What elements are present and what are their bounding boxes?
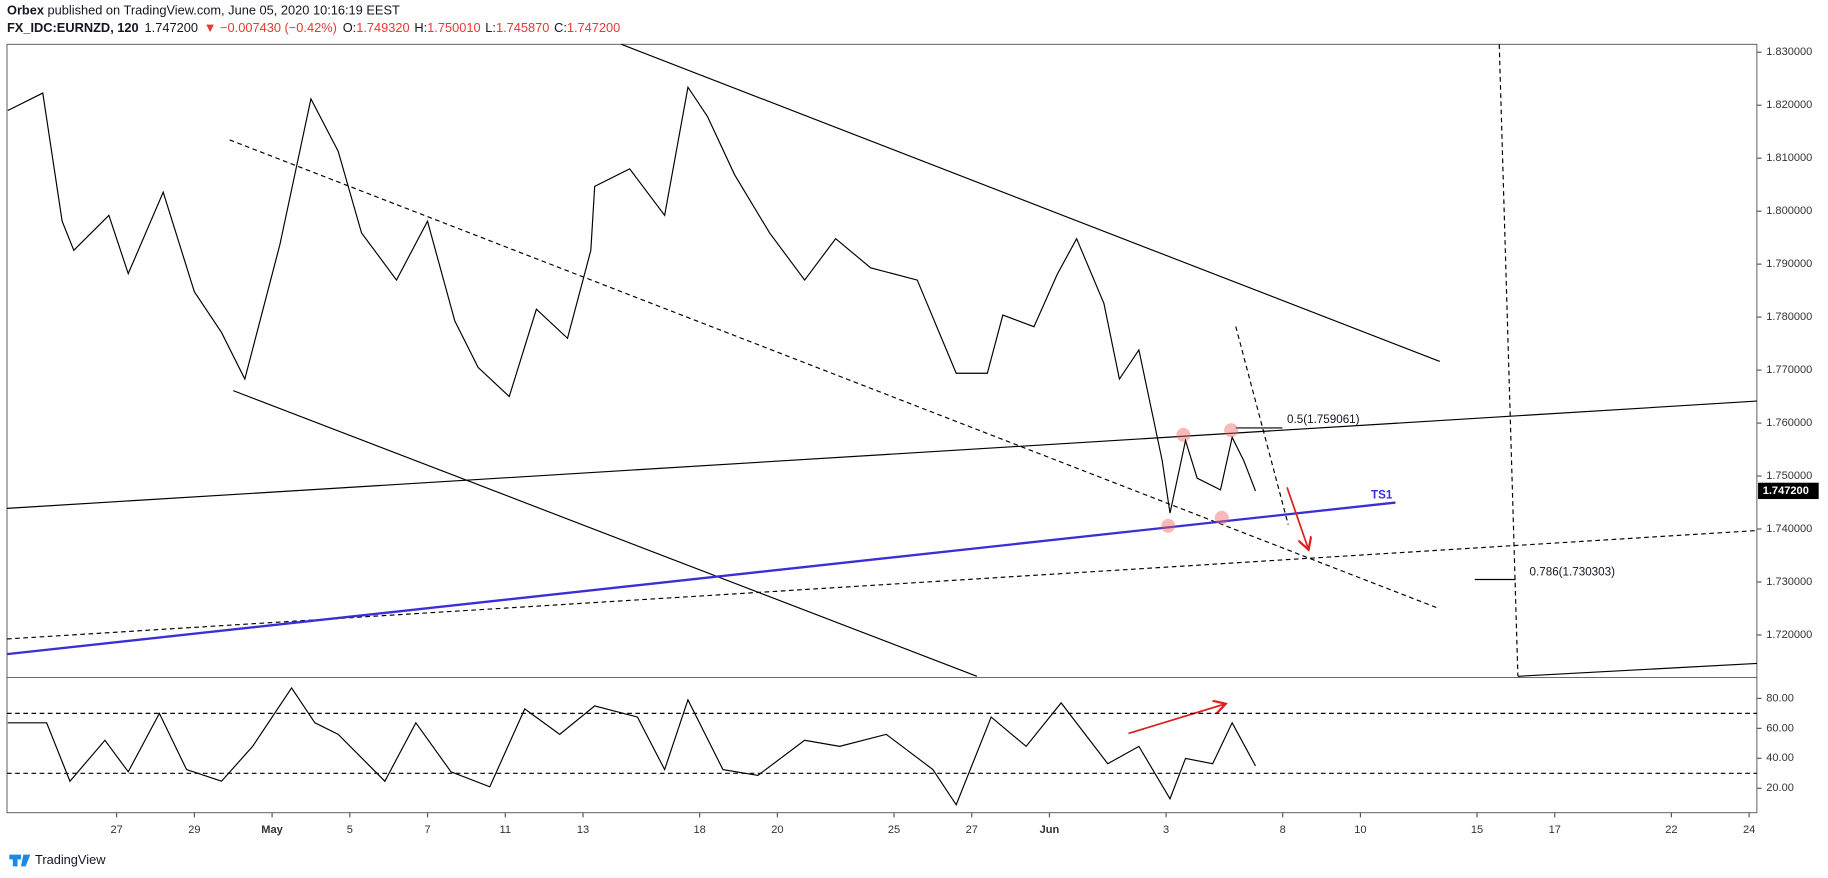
x-tick-label: 10 xyxy=(1354,824,1366,836)
y-tick-label: 1.750000 xyxy=(1766,470,1812,482)
chart-frame xyxy=(6,43,1758,814)
y-tick-label: 1.770000 xyxy=(1766,364,1812,376)
ohlc-value: 1.749320 xyxy=(356,21,409,36)
x-tick-label: 8 xyxy=(1280,824,1286,836)
trendline xyxy=(232,390,978,677)
trendline xyxy=(6,400,1757,509)
trendline xyxy=(6,529,1757,640)
arrow xyxy=(1286,487,1308,548)
ts1-label: TS1 xyxy=(1371,489,1393,502)
x-tick-label: 13 xyxy=(577,824,589,836)
x-tick-label: 22 xyxy=(1665,824,1677,836)
trendline xyxy=(1235,326,1289,525)
arrow xyxy=(1128,704,1225,735)
marker xyxy=(1176,427,1191,442)
ts1-line xyxy=(6,501,1396,656)
trendline xyxy=(229,139,1437,609)
y-tick-label: 1.760000 xyxy=(1766,417,1812,429)
y-tick-label: 20.00 xyxy=(1766,782,1794,794)
fib-label: 0.786(1.730303) xyxy=(1530,566,1616,579)
x-tick-label: 27 xyxy=(110,824,122,836)
publisher: Orbex xyxy=(7,3,45,18)
y-tick-label: 1.730000 xyxy=(1766,576,1812,588)
x-tick-label: 24 xyxy=(1743,824,1755,836)
published: published on TradingView.com, June 05, 2… xyxy=(48,3,400,18)
y-tick-label: 60.00 xyxy=(1766,722,1794,734)
y-tick-label: 40.00 xyxy=(1766,752,1794,764)
last-price-label: 1.747200 xyxy=(1763,485,1809,497)
y-tick-label: 80.00 xyxy=(1766,692,1794,704)
y-tick-label: 1.780000 xyxy=(1766,311,1812,323)
x-tick-label: Jun xyxy=(1040,824,1060,836)
ohlc-label: H: xyxy=(414,21,427,36)
symbol-line: FX_IDC:EURNZD, 120 1.747200 ▼ −0.007430 (−… xyxy=(7,21,620,36)
x-tick-label: 20 xyxy=(771,824,783,836)
y-tick-label: 1.740000 xyxy=(1766,523,1812,535)
symbol: FX_IDC:EURNZD, 120 xyxy=(7,21,139,36)
footer-text: TradingView xyxy=(35,852,106,867)
x-tick-label: 25 xyxy=(888,824,900,836)
y-tick-label: 1.830000 xyxy=(1766,46,1812,58)
series-line xyxy=(7,85,1257,514)
fib-label: 0.5(1.759061) xyxy=(1287,413,1360,426)
trendline xyxy=(621,43,1440,363)
change: ▼ −0.007430 (−0.42%) xyxy=(204,21,337,36)
trendline xyxy=(1498,44,1519,677)
ohlc-value: 1.745870 xyxy=(496,21,549,36)
marker xyxy=(1214,510,1229,525)
close: 1.747200 xyxy=(145,21,198,36)
series-line xyxy=(7,686,1256,807)
x-tick-label: 15 xyxy=(1471,824,1483,836)
ohlc-value: 1.747200 xyxy=(567,21,620,36)
last-price-box xyxy=(1758,482,1819,500)
marker xyxy=(1224,423,1239,438)
ohlc-value: 1.750010 xyxy=(427,21,480,36)
x-tick-label: 11 xyxy=(500,824,511,836)
logo xyxy=(9,854,31,867)
y-tick-label: 1.820000 xyxy=(1766,99,1812,111)
y-tick-label: 1.720000 xyxy=(1766,629,1812,641)
x-tick-label: 5 xyxy=(347,824,353,836)
drawings: 0.5(1.759061) 0.786(1.730303) TS1 xyxy=(6,43,1757,735)
y-tick-label: 1.790000 xyxy=(1766,258,1812,270)
x-tick-label: 7 xyxy=(424,824,430,836)
x-tick-label: 17 xyxy=(1549,824,1561,836)
x-tick-label: 3 xyxy=(1163,824,1169,836)
x-tick-label: May xyxy=(261,824,283,836)
y-tick-label: 1.800000 xyxy=(1766,205,1812,217)
x-tick-label: 29 xyxy=(188,824,200,836)
trendline xyxy=(1517,662,1757,677)
footer: TradingView xyxy=(9,852,106,867)
ohlc-label: L: xyxy=(485,21,496,36)
y-tick-label: 1.810000 xyxy=(1766,152,1812,164)
ohlc-label: O: xyxy=(343,21,357,36)
ohlc-label: C: xyxy=(554,21,567,36)
marker xyxy=(1161,518,1176,533)
x-tick-label: 27 xyxy=(966,824,978,836)
header-line: Orbex published on TradingView.com, June … xyxy=(7,3,400,18)
x-tick-label: 18 xyxy=(693,824,705,836)
